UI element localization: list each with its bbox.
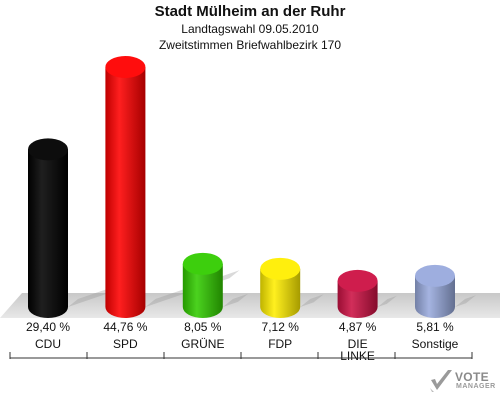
bar-top (260, 257, 301, 280)
bar-top (28, 138, 68, 161)
bar-cdu (28, 149, 68, 318)
bar-top (105, 56, 146, 78)
value-label: 7,12 % (262, 320, 300, 334)
bar-sonstige (415, 275, 455, 318)
category-label: FDP (268, 337, 292, 351)
category-label: LINKE (340, 349, 375, 363)
value-label: 29,40 % (26, 320, 70, 334)
category-label: SPD (113, 337, 138, 351)
value-label: 44,76 % (103, 320, 147, 334)
bar-spd (105, 67, 146, 318)
bar-shadow (377, 295, 397, 307)
bar-top (182, 252, 223, 275)
logo-sub: MANAGER (456, 383, 496, 390)
category-label: GRÜNE (181, 337, 224, 351)
bar-shadow (222, 293, 248, 307)
category-label: Sonstige (412, 337, 459, 351)
chart-subtitle-election: Landtagswahl 09.05.2010 (181, 22, 319, 36)
bar-shadow (455, 295, 476, 307)
logo-name: VOTE (455, 370, 489, 384)
vote-manager-logo: VOTE MANAGER (428, 368, 496, 396)
bar-shadow (300, 294, 324, 307)
value-label: 8,05 % (184, 320, 222, 334)
bar-grüne (182, 263, 223, 318)
bar-top (415, 264, 455, 287)
chart-title: Stadt Mülheim an der Ruhr (154, 3, 346, 20)
category-label: CDU (35, 337, 61, 351)
bar-top (337, 269, 378, 292)
chart-subtitle-district: Zweitstimmen Briefwahlbezirk 170 (158, 38, 342, 52)
checkmark-logo-icon (430, 370, 452, 392)
chart-header: Stadt Mülheim an der Ruhr Landtagswahl 0… (0, 0, 500, 53)
bar-fdp (260, 268, 301, 318)
value-label: 4,87 % (339, 320, 377, 334)
value-label: 5,81 % (416, 320, 454, 334)
category-label: DIE (348, 337, 368, 351)
